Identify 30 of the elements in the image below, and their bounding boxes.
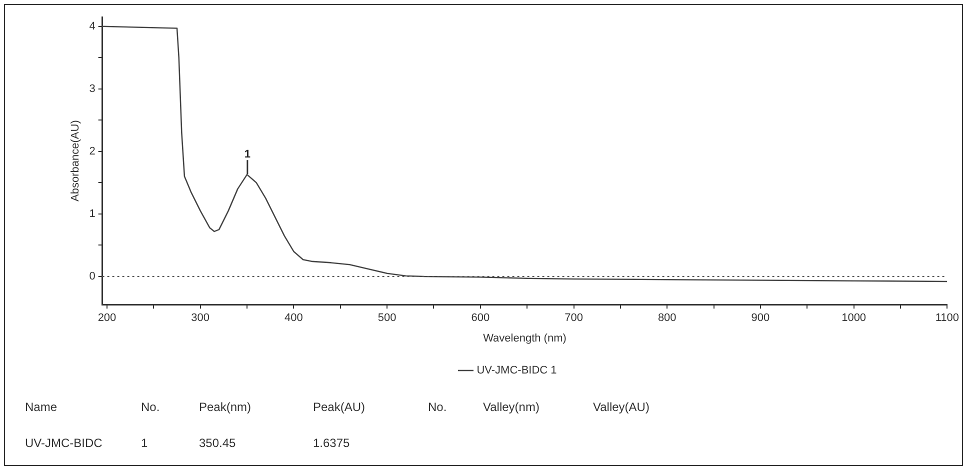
y-tick-label: 4 xyxy=(89,20,96,32)
text: 1.6375 xyxy=(313,436,351,450)
x-tick-label: 600 xyxy=(471,312,490,324)
x-tick-label: 200 xyxy=(98,312,116,324)
text: No. xyxy=(428,400,448,414)
x-tick-label: 1000 xyxy=(842,312,866,324)
y-tick-label: 1 xyxy=(89,208,96,220)
text: 350.45 xyxy=(199,436,237,450)
text: Name xyxy=(25,400,58,414)
x-tick-label: 700 xyxy=(564,312,583,324)
text: Peak(AU) xyxy=(313,400,366,414)
y-tick-label: 0 xyxy=(89,270,96,282)
x-tick-label: 400 xyxy=(284,312,303,324)
text: Valley(AU) xyxy=(593,400,650,414)
x-tick-label: 800 xyxy=(658,312,676,324)
text: 1 xyxy=(141,436,149,450)
x-tick-label: 1100 xyxy=(935,312,959,324)
x-tick-label: 500 xyxy=(378,312,396,324)
text: Valley(nm) xyxy=(483,400,540,414)
y-tick-label: 3 xyxy=(89,82,96,95)
legend-label: UV-JMC-BIDC 1 xyxy=(476,364,557,377)
x-tick-label: 900 xyxy=(751,312,770,324)
y-tick-label: 2 xyxy=(89,145,96,158)
x-axis-title: Wavelength (nm) xyxy=(483,332,566,344)
text: Peak(nm) xyxy=(199,400,252,414)
y-axis-title: Absorbance(AU) xyxy=(70,120,82,202)
annotation: 1 xyxy=(244,148,250,161)
text: No. xyxy=(141,400,161,414)
x-tick-label: 300 xyxy=(191,312,210,324)
text: UV-JMC-BIDC xyxy=(25,436,104,450)
